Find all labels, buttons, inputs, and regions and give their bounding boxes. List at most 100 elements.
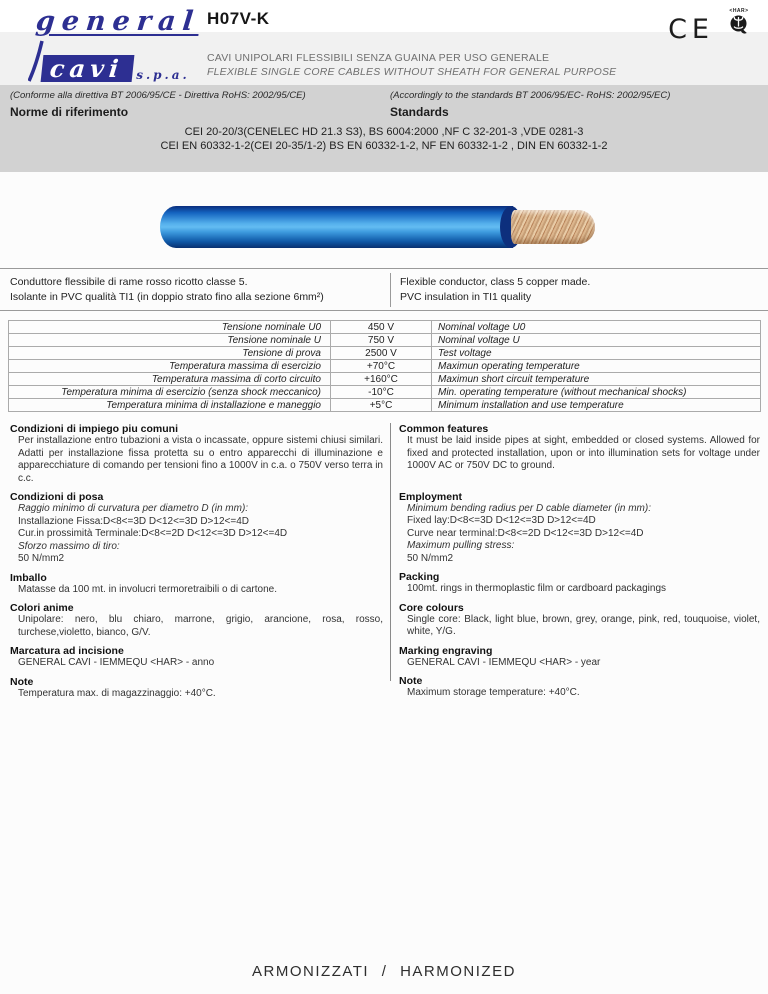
product-subtitle: CAVI UNIPOLARI FLESSIBILI SENZA GUAINA P… [207,51,616,79]
description-column-divider [390,273,391,307]
standards-section: (Conforme alla direttiva BT 2006/95/CE -… [0,85,768,172]
heading-core-colours: Core colours [399,601,464,614]
description-section: Conduttore flessibile di rame rosso rico… [0,268,768,311]
paragraph-impiego: Per installazione entro tubazioni a vist… [18,435,383,484]
conditions-english-column: Common features It must be laid inside p… [399,421,760,700]
page-header: general cavi s.p.a. H07V-K CAVI UNIPOLAR… [0,0,768,85]
spec-value: +70°C [330,359,432,373]
spec-label-it: Temperatura massima di esercizio [8,359,331,373]
cable-copper-strands-image [511,210,595,244]
paragraph-sforzo-tiro: Sforzo massimo di tiro: [18,540,120,552]
spec-label-en: Maximun operating temperature [431,359,761,373]
spec-value: 750 V [330,333,432,347]
company-logo: general cavi s.p.a. [26,6,206,83]
heading-note-en: Note [399,675,423,687]
table-row: Tensione di prova 2500 V Test voltage [8,346,761,360]
ce-mark-icon: CE [668,14,714,45]
harmonized-footer-label: ARMONIZZATI / HARMONIZED [252,963,516,980]
spec-label-en: Nominal voltage U0 [431,320,761,334]
har-label: <HAR> [729,8,749,14]
heading-condizioni-posa: Condizioni di posa [10,491,104,503]
heading-imballo: Imballo [10,571,47,584]
spec-label-it: Tensione nominale U0 [8,320,331,334]
table-row: Temperatura massima di esercizio +70°C M… [8,359,761,373]
spec-value: 2500 V [330,346,432,360]
spec-value: 450 V [330,320,432,334]
table-row: Tensione nominale U0 450 V Nominal volta… [8,320,761,334]
paragraph-note-it: Temperatura max. di magazzinaggio: +40°C… [18,687,216,699]
table-row: Temperatura minima di installazione e ma… [8,398,761,412]
standards-heading-italian: Norme di riferimento [10,105,129,119]
paragraph-raggio-curvatura: Raggio minimo di curvatura per diametro … [18,503,249,514]
heading-marcatura: Marcatura ad incisione [10,645,124,657]
paragraph-marking: GENERAL CAVI - IEMMEQU <HAR> - year [407,656,601,668]
cable-insulation-image [160,206,513,248]
logo-word-general: general [34,6,202,37]
spec-label-it: Tensione di prova [8,346,331,360]
spec-label-en: Minimum installation and use temperature [431,398,761,412]
table-row: Temperatura massima di corto circuito +1… [8,372,761,386]
paragraph-curve-terminal: Curve near terminal:D<8<=2D D<12<=3D D>1… [407,527,644,539]
spec-label-it: Temperatura minima di esercizio (senza s… [8,385,331,399]
paragraph-installazione-fissa: Installazione Fissa:D<8<=3D D<12<=3D D>1… [18,515,249,527]
description-italian-line2: Isolante in PVC qualità TI1 (in doppio s… [10,291,324,303]
spec-label-en: Test voltage [431,346,761,360]
heading-employment: Employment [399,490,463,503]
conditions-italian-column: Condizioni di impiego piu comuni Per ins… [10,421,383,700]
paragraph-imballo: Matasse da 100 mt. in involucri termoret… [18,583,278,595]
logo-row: cavi s.p.a. [28,40,206,83]
paragraph-pulling-value: 50 N/mm2 [407,552,454,564]
logo-word-spa: s.p.a. [136,68,190,82]
paragraph-core-colours: Single core: Black, light blue, brown, g… [407,613,760,638]
standards-list-line1: CEI 20-20/3(CENELEC HD 21.3 S3), BS 6004… [184,126,584,138]
spec-label-it: Temperatura minima di installazione e ma… [8,398,331,412]
conditions-section: Condizioni di impiego piu comuni Per ins… [0,421,768,699]
spec-label-it: Tensione nominale U [8,333,331,347]
har-certification-mark: <HAR> [724,8,754,41]
description-english-line1: Flexible conductor, class 5 copper made. [400,276,591,288]
paragraph-note-en: Maximum storage temperature: +40°C. [407,687,580,698]
heading-packing: Packing [399,571,440,583]
page-title: H07V-K [207,9,270,28]
spec-label-en: Maximun short circuit temperature [431,372,761,386]
spec-label-it: Temperatura massima di corto circuito [8,372,331,386]
directive-note-english: (Accordingly to the standards BT 2006/95… [390,90,671,101]
directive-note-italian: (Conforme alla direttiva BT 2006/95/CE -… [10,90,306,101]
paragraph-bending-radius: Minimum bending radius per D cable diame… [407,502,651,514]
paragraph-common-features: It must be laid inside pipes at sight, e… [407,435,760,471]
heading-note-it: Note [10,675,34,688]
table-row: Temperatura minima di esercizio (senza s… [8,385,761,399]
paragraph-packing: 100mt. rings in thermoplastic film or ca… [407,583,667,594]
table-row: Tensione nominale U 750 V Nominal voltag… [8,333,761,347]
description-english: Flexible conductor, class 5 copper made.… [400,275,756,305]
conditions-column-divider [390,423,391,681]
spec-value: -10°C [330,385,432,399]
paragraph-marcatura: GENERAL CAVI - IEMMEQU <HAR> - anno [18,657,215,668]
iemmequ-mark-icon [730,15,747,34]
paragraph-sforzo-valore: 50 N/mm2 [18,553,65,564]
heading-marking-engraving: Marking engraving [399,644,493,657]
description-italian: Conduttore flessibile di rame rosso rico… [10,275,380,305]
subtitle-english: FLEXIBLE SINGLE CORE CABLES WITHOUT SHEA… [207,66,617,78]
cable-illustration [160,204,595,250]
standards-heading-english: Standards [390,105,449,119]
standards-list-line2: CEI EN 60332-1-2(CEI 20-35/1-2) BS EN 60… [160,140,608,152]
paragraph-fixed-lay: Fixed lay:D<8<=3D D<12<=3D D>12<=4D [407,515,596,526]
heading-colori-anime: Colori anime [10,602,74,614]
subtitle-italian: CAVI UNIPOLARI FLESSIBILI SENZA GUAINA P… [207,52,550,64]
spec-value: +160°C [330,372,432,386]
spec-label-en: Min. operating temperature (without mech… [431,385,761,399]
heading-common-features: Common features [399,423,489,435]
spec-table: Tensione nominale U0 450 V Nominal volta… [8,320,761,412]
spec-value: +5°C [330,398,432,412]
paragraph-pulling-stress: Maximum pulling stress: [407,540,515,551]
paragraph-colori: Unipolare: nero, blu chiaro, marrone, gr… [18,614,383,638]
description-italian-line1: Conduttore flessibile di rame rosso rico… [10,276,248,288]
paragraph-curva-terminale: Cur.in prossimità Terminale:D<8<=2D D<12… [18,528,288,539]
spec-label-en: Nominal voltage U [431,333,761,347]
description-english-line2: PVC insulation in TI1 quality [400,291,532,303]
logo-swash-icon [28,40,44,82]
heading-condizioni-impiego: Condizioni di impiego piu comuni [10,423,178,435]
logo-word-cavi: cavi [40,54,135,83]
